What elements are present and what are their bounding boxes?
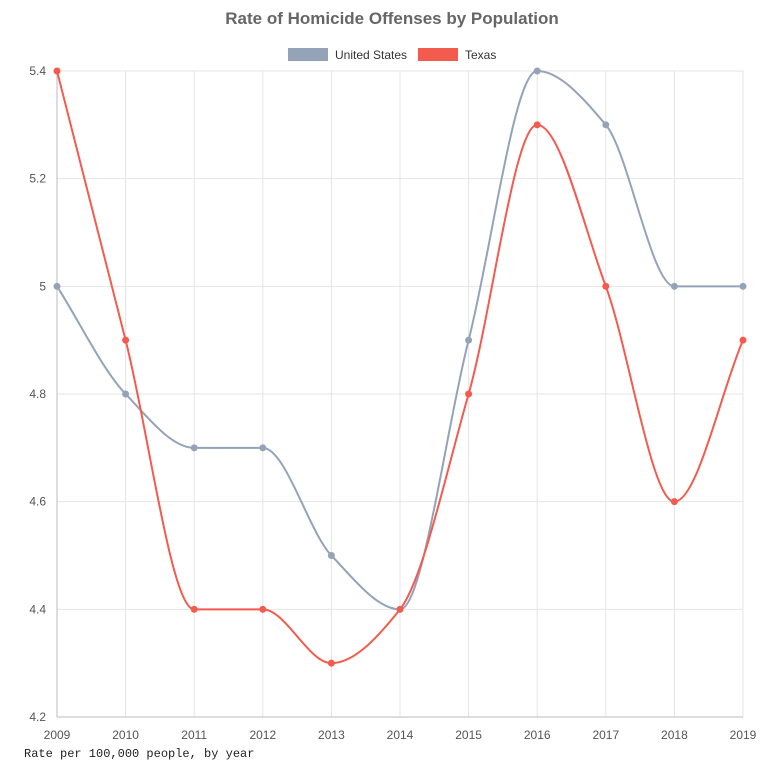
data-point[interactable] — [533, 121, 541, 129]
series-layer — [53, 67, 747, 667]
data-point[interactable] — [327, 552, 335, 559]
legend-swatch — [418, 48, 458, 61]
x-tick-label: 2011 — [181, 728, 207, 742]
y-tick-label: 4.8 — [29, 387, 46, 401]
data-point[interactable] — [53, 67, 61, 75]
y-tick-label: 4.4 — [29, 602, 46, 616]
data-point[interactable] — [259, 444, 267, 452]
data-point[interactable] — [602, 121, 610, 129]
x-tick-label: 2014 — [387, 728, 414, 742]
y-tick-label: 5 — [39, 279, 46, 293]
data-point[interactable] — [122, 390, 130, 398]
axes: 4.2 4.4 4.6 4.8 5 5.2 5.4 2009 2010 2011 2012 2013 2… — [29, 64, 756, 742]
data-point[interactable] — [190, 605, 198, 613]
x-tick-label: 2010 — [112, 728, 139, 742]
data-point[interactable] — [327, 659, 335, 667]
x-tick-label: 2013 — [318, 728, 345, 742]
y-tick-label: 4.2 — [29, 710, 46, 724]
x-tick-label: 2017 — [592, 728, 619, 742]
data-point[interactable] — [53, 282, 61, 290]
legend: United States Texas — [288, 48, 496, 62]
y-tick-label: 5.2 — [29, 172, 46, 186]
data-point[interactable] — [670, 498, 678, 506]
y-tick-label: 5.4 — [29, 64, 46, 78]
grid — [56, 70, 744, 718]
data-point[interactable] — [533, 67, 541, 75]
legend-label: United States — [335, 48, 407, 62]
x-tick-label: 2019 — [730, 728, 757, 742]
data-point[interactable] — [739, 282, 747, 290]
data-point[interactable] — [396, 605, 404, 613]
series-line — [56, 70, 744, 665]
data-point[interactable] — [602, 282, 610, 290]
y-tick-label: 4.6 — [29, 495, 46, 509]
data-point[interactable] — [670, 282, 678, 290]
chart-title: Rate of Homicide Offenses by Population — [225, 9, 558, 28]
legend-item[interactable]: United States — [288, 48, 407, 62]
legend-item[interactable]: Texas — [418, 48, 496, 62]
data-point[interactable] — [465, 390, 473, 398]
data-point[interactable] — [190, 444, 198, 452]
series-texas — [53, 67, 747, 667]
data-point[interactable] — [465, 336, 473, 344]
data-point[interactable] — [259, 605, 267, 613]
legend-label: Texas — [465, 48, 496, 62]
x-tick-label: 2018 — [661, 728, 688, 742]
chart-caption: Rate per 100,000 people, by year — [24, 747, 255, 761]
x-tick-label: 2009 — [44, 728, 71, 742]
legend-swatch — [288, 48, 328, 61]
x-tick-label: 2012 — [249, 728, 276, 742]
data-point[interactable] — [739, 336, 747, 344]
data-point[interactable] — [122, 336, 130, 344]
x-tick-label: 2015 — [455, 728, 482, 742]
x-tick-label: 2016 — [524, 728, 551, 742]
